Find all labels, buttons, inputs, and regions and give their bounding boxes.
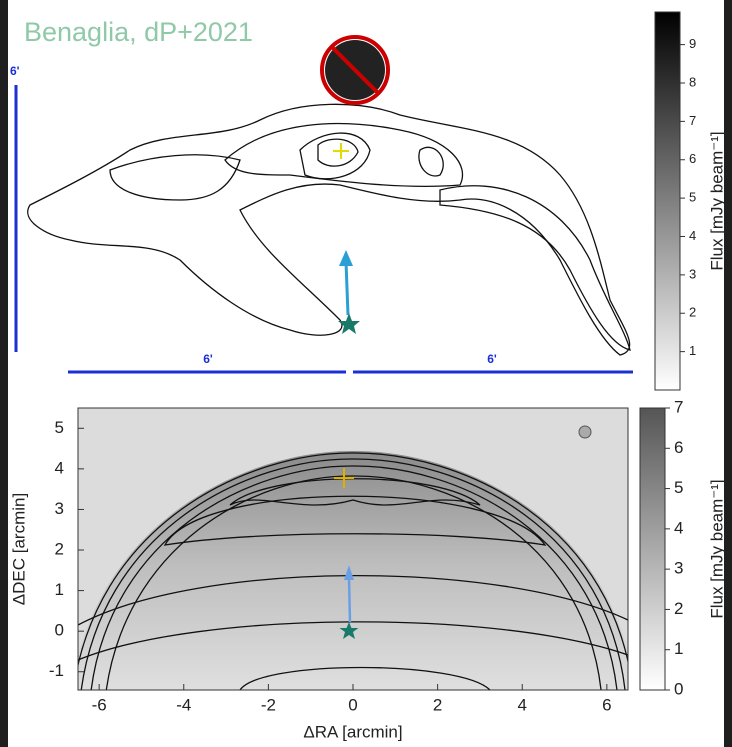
colorbar-tick-label: 5 [689,190,696,205]
y-tick-label: 4 [55,458,64,477]
model-map [70,408,636,700]
colorbar-tick-label: 6 [674,438,683,457]
x-tick-label: -6 [92,695,107,714]
colorbar-tick-label: 8 [689,74,696,89]
colorbar-tick-label: 2 [689,305,696,320]
x-tick-label: 0 [348,695,357,714]
colorbar-tick-label: 9 [689,36,696,51]
y-tick-label: 2 [55,539,64,558]
colorbar-tick-label: 4 [689,228,696,243]
annotation: Benaglia, dP+2021 [24,17,253,47]
colorbar-tick-label: 1 [689,343,696,358]
scale-label: 6' [10,64,20,78]
x-tick-label: 4 [517,695,526,714]
y-tick-label: 0 [55,621,64,640]
colorbar-tick-label: 0 [674,679,683,698]
colorbar-tick-label: 7 [674,397,683,416]
colorbar-tick-label: 3 [689,266,696,281]
y-axis-label: ΔDEC [arcmin] [9,493,28,605]
page: 6' 6' 6' Benaglia, dP+2021 Flux [mJy bea… [0,0,732,747]
colorbar [640,408,665,690]
scale-label: 6' [487,352,497,366]
colorbar-tick-label: 3 [674,559,683,578]
arrow [346,262,348,315]
colorbar-tick-label: 1 [674,639,683,658]
colorbar-tick-label: 5 [674,478,683,497]
y-tick-label: -1 [49,661,64,680]
y-tick-label: 1 [55,580,64,599]
colorbar-tick-label: 6 [689,151,696,166]
scale-label: 6' [203,352,213,366]
x-tick-label: 2 [433,695,442,714]
x-tick-label: -2 [261,695,276,714]
colorbar-tick-label: 7 [689,113,696,128]
colorbar-tick-label: 4 [674,518,683,537]
colorbar-label: Flux [mJy beam⁻¹] [707,479,726,618]
y-tick-label: 5 [55,418,64,437]
y-tick-label: 3 [55,499,64,518]
colorbar-label: Flux [mJy beam⁻¹] [707,131,726,270]
figure: 6' 6' 6' Benaglia, dP+2021 Flux [mJy bea… [0,0,732,747]
colorbar-tick-label: 2 [674,599,683,618]
x-tick-label: 6 [602,695,611,714]
x-axis-label: ΔRA [arcmin] [303,722,402,741]
colorbar [655,12,680,390]
x-tick-label: -4 [176,695,191,714]
